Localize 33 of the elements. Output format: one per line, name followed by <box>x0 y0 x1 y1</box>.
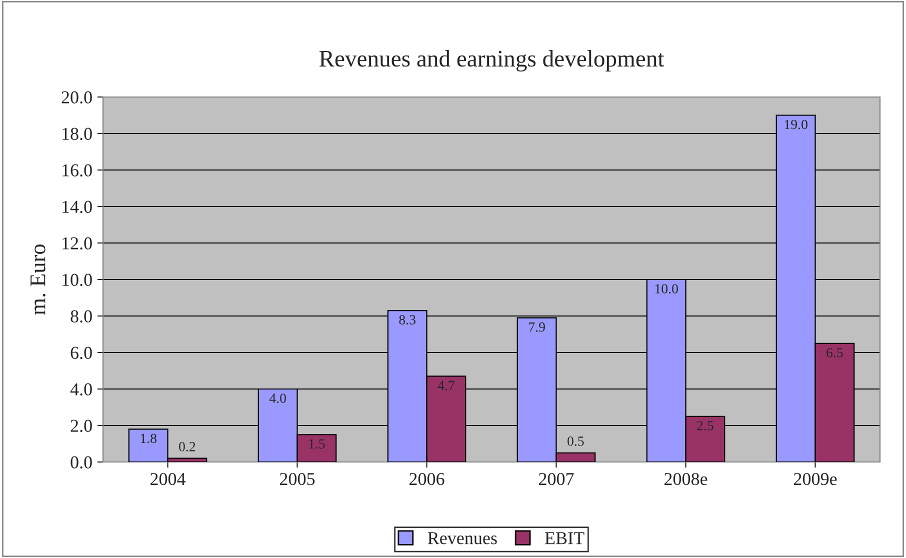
y-tick-label: 2.0 <box>70 420 92 432</box>
data-label: 1.8 <box>140 434 156 444</box>
y-tick-label: 20.0 <box>62 91 92 104</box>
y-tick-label: 6.0 <box>70 346 92 360</box>
x-tick-label: 2008e <box>664 472 708 486</box>
x-tick-label: 2004 <box>150 472 186 486</box>
y-tick-label: 10.0 <box>62 274 92 286</box>
data-label: 0.2 <box>179 442 196 452</box>
legend-label: EBIT <box>544 532 584 544</box>
x-tick-label: 2009e <box>794 472 837 486</box>
data-label: 6.5 <box>826 348 843 358</box>
y-tick-label: 16.0 <box>62 164 92 177</box>
data-label: 7.9 <box>529 322 545 332</box>
x-tick-label: 2006 <box>409 472 444 486</box>
legend-label: Revenues <box>428 532 497 544</box>
y-tick-label: 18.0 <box>62 128 92 140</box>
data-label: 4.7 <box>438 380 454 390</box>
data-label: 2.5 <box>697 420 714 430</box>
y-tick-label: 12.0 <box>62 237 92 250</box>
y-tick-label: 4.0 <box>70 383 92 396</box>
data-label: 4.0 <box>269 394 286 403</box>
data-label: 19.0 <box>784 120 808 130</box>
y-tick-label: 14.0 <box>62 200 92 214</box>
data-label: 8.3 <box>399 315 416 325</box>
data-label: 0.5 <box>568 436 584 446</box>
y-tick-label: 8.0 <box>70 310 92 323</box>
x-tick-label: 2007 <box>538 472 574 486</box>
x-tick-label: 2005 <box>280 472 315 486</box>
y-tick-label: 0.0 <box>70 456 92 469</box>
data-label: 1.5 <box>309 439 325 449</box>
data-label: 10.0 <box>655 284 678 294</box>
chart-title: Revenues and earnings development <box>319 50 664 72</box>
y-axis-title: m. Euro <box>30 244 46 315</box>
